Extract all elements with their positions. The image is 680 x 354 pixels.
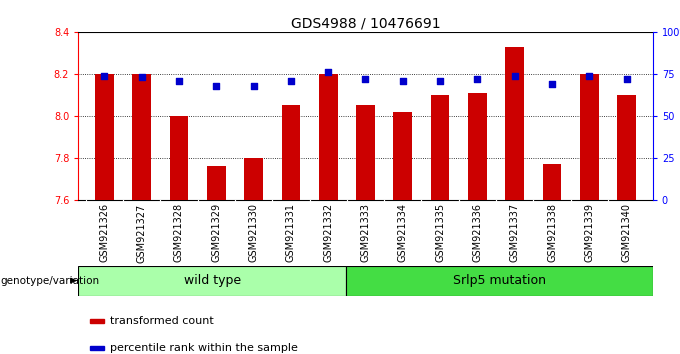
Text: GSM921337: GSM921337 xyxy=(510,203,520,262)
Point xyxy=(547,81,558,87)
Text: GSM921334: GSM921334 xyxy=(398,203,408,262)
Point xyxy=(173,78,184,84)
Text: wild type: wild type xyxy=(184,274,241,287)
Bar xyxy=(282,105,300,200)
Bar xyxy=(394,112,412,200)
Bar xyxy=(244,158,263,200)
Point xyxy=(435,78,445,84)
Bar xyxy=(207,166,226,200)
Text: GSM921332: GSM921332 xyxy=(323,203,333,262)
Point xyxy=(323,69,334,75)
Bar xyxy=(95,74,114,200)
Text: GSM921335: GSM921335 xyxy=(435,203,445,262)
Bar xyxy=(617,95,636,200)
Bar xyxy=(356,105,375,200)
Bar xyxy=(580,74,598,200)
Text: GSM921326: GSM921326 xyxy=(99,203,109,262)
Bar xyxy=(543,164,562,200)
Bar xyxy=(133,74,151,200)
Point xyxy=(248,83,259,88)
Text: Srlp5 mutation: Srlp5 mutation xyxy=(453,274,546,287)
Bar xyxy=(431,95,449,200)
Text: GSM921336: GSM921336 xyxy=(473,203,482,262)
Text: percentile rank within the sample: percentile rank within the sample xyxy=(109,343,298,354)
Point xyxy=(360,76,371,82)
Point xyxy=(622,76,632,82)
Text: GSM921338: GSM921338 xyxy=(547,203,557,262)
Text: GSM921329: GSM921329 xyxy=(211,203,221,262)
Point xyxy=(584,73,595,79)
Text: GSM921330: GSM921330 xyxy=(249,203,258,262)
Text: GSM921340: GSM921340 xyxy=(622,203,632,262)
Title: GDS4988 / 10476691: GDS4988 / 10476691 xyxy=(290,17,441,31)
Bar xyxy=(319,74,337,200)
Text: GSM921339: GSM921339 xyxy=(584,203,594,262)
Bar xyxy=(169,116,188,200)
Point xyxy=(211,83,222,88)
Text: transformed count: transformed count xyxy=(109,316,214,326)
Point xyxy=(509,73,520,79)
Point xyxy=(136,74,147,80)
Point xyxy=(397,78,408,84)
Text: GSM921331: GSM921331 xyxy=(286,203,296,262)
FancyBboxPatch shape xyxy=(346,266,653,296)
FancyBboxPatch shape xyxy=(78,266,346,296)
Point xyxy=(99,73,109,79)
Bar xyxy=(468,93,487,200)
Bar xyxy=(90,346,104,350)
Point xyxy=(286,78,296,84)
Point xyxy=(472,76,483,82)
Text: GSM921327: GSM921327 xyxy=(137,203,147,263)
Bar xyxy=(90,319,104,323)
Text: GSM921328: GSM921328 xyxy=(174,203,184,262)
Text: genotype/variation: genotype/variation xyxy=(1,275,100,286)
Text: GSM921333: GSM921333 xyxy=(360,203,371,262)
Bar xyxy=(505,47,524,200)
